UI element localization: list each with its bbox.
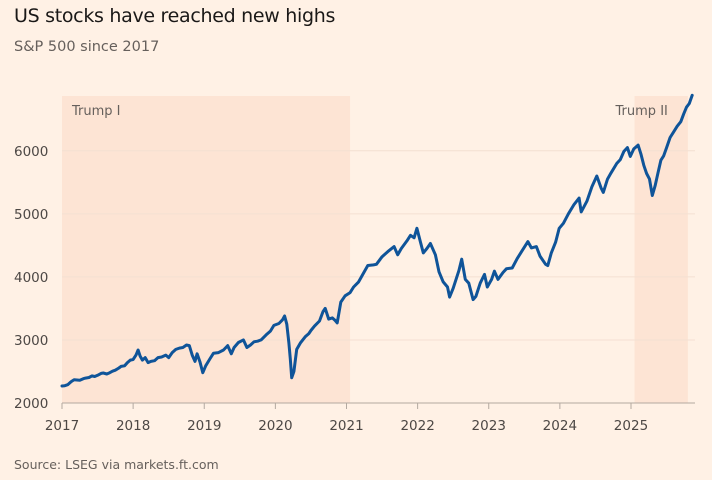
chart-subtitle: S&P 500 since 2017	[14, 39, 160, 55]
x-tick-label: 2025	[614, 418, 648, 434]
x-tick-label: 2018	[116, 418, 150, 434]
x-tick-label: 2021	[329, 418, 363, 434]
shaded-period	[634, 96, 688, 403]
y-tick-label: 4000	[14, 270, 48, 286]
y-tick-label: 2000	[14, 396, 48, 412]
shaded-period	[62, 96, 351, 403]
x-tick-label: 2019	[187, 418, 221, 434]
x-tick-label: 2017	[45, 418, 79, 434]
source-note: Source: LSEG via markets.ft.com	[14, 457, 219, 472]
y-tick-label: 5000	[14, 207, 48, 223]
x-tick-label: 2023	[472, 418, 506, 434]
period-label: Trump I	[71, 104, 121, 119]
x-tick-label: 2022	[400, 418, 434, 434]
chart-title: US stocks have reached new highs	[14, 5, 336, 27]
period-label: Trump II	[615, 104, 668, 119]
y-tick-label: 3000	[14, 333, 48, 349]
series-line-sp500	[60, 93, 694, 388]
x-tick-label: 2024	[543, 418, 577, 434]
y-tick-label: 6000	[14, 144, 48, 160]
x-tick-label: 2020	[258, 418, 292, 434]
